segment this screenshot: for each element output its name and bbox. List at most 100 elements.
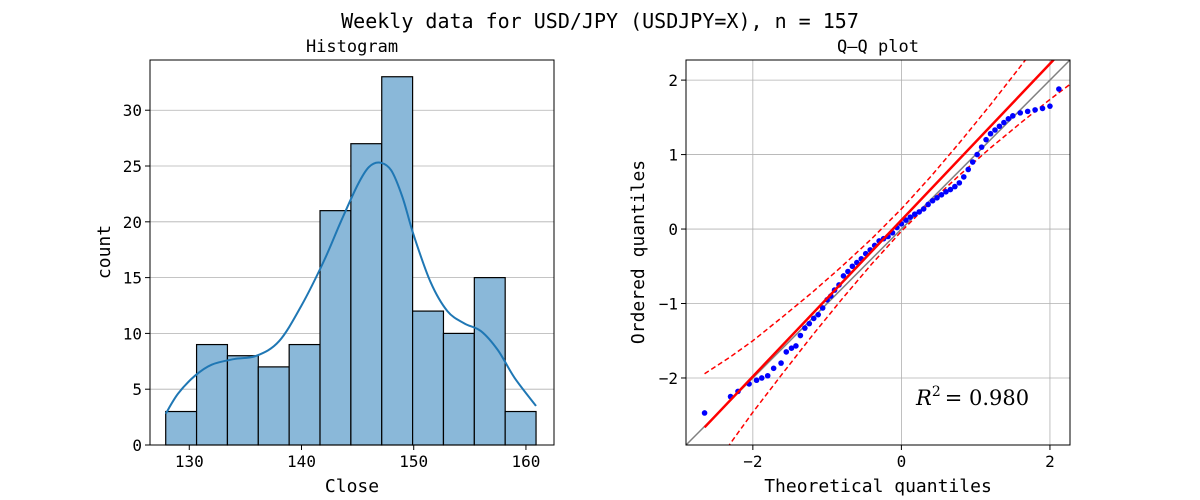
x-tick-label: 130	[175, 452, 204, 471]
qq-point	[788, 345, 795, 351]
qq-point	[806, 320, 813, 327]
histogram-bar	[412, 310, 445, 446]
qq-point	[943, 189, 949, 195]
y-tick-label: 10	[123, 324, 142, 343]
qq-point	[911, 211, 918, 217]
y-tick-label: 15	[123, 269, 142, 288]
histogram-x-label: Close	[325, 476, 379, 497]
histogram-bar	[165, 410, 198, 446]
histogram-panel: Histogram 0 5 10 15 20 25 30 130 140 150 160 Close…	[94, 37, 555, 497]
qq-point	[849, 263, 856, 270]
qq-plot-title: Q–Q plot	[837, 37, 919, 57]
qq-point	[701, 410, 708, 416]
qq-point	[996, 123, 1003, 130]
qq-point	[965, 166, 972, 173]
histogram-bar	[257, 366, 290, 446]
qq-point	[815, 311, 822, 318]
qq-point	[907, 214, 914, 220]
qq-axes-frame	[685, 59, 1071, 446]
qq-point	[992, 127, 998, 133]
qq-point	[952, 183, 958, 190]
histogram-axes-frame	[149, 59, 555, 446]
qq-point	[947, 186, 954, 193]
histogram-bar	[442, 332, 475, 446]
histogram-title: Histogram	[306, 37, 398, 57]
qq-y-label: Ordered quantiles	[628, 160, 649, 344]
qq-x-label: Theoretical quantiles	[764, 476, 992, 497]
qq-point	[1010, 113, 1016, 119]
x-tick-label: 160	[511, 452, 540, 471]
y-tick-label: 0	[668, 220, 678, 239]
qq-point	[840, 273, 847, 279]
histogram-ticks: 0 5 10 15 20 25 30 130 140 150 160	[123, 101, 541, 471]
fit-line	[703, 60, 1056, 429]
histogram-bar	[504, 410, 537, 446]
y-tick-label: 5	[132, 380, 142, 399]
r-squared-symbol: R	[915, 386, 932, 410]
qq-point	[925, 201, 931, 208]
qq-point	[793, 343, 799, 349]
qq-point	[1032, 107, 1038, 113]
confidence-band-upper	[704, 60, 1027, 375]
qq-point	[1005, 116, 1012, 122]
qq-point	[819, 305, 826, 311]
qq-ticks: −2 0 2 −2 −1 0 1 2	[659, 71, 1055, 471]
y-tick-label: 1	[668, 146, 678, 165]
qq-point	[1039, 105, 1046, 112]
qq-point	[1056, 86, 1062, 92]
histogram-bar	[381, 76, 414, 446]
qq-point	[1001, 119, 1007, 126]
confidence-band-lower	[728, 83, 1070, 445]
x-tick-label: 2	[1045, 452, 1055, 471]
qq-point	[903, 217, 909, 223]
r-squared-value: = 0.980	[945, 386, 1029, 410]
qq-point	[987, 130, 994, 137]
qq-gridlines	[686, 60, 1070, 445]
qq-point	[810, 315, 817, 322]
kde-curve	[164, 161, 537, 415]
y-tick-label: 30	[123, 101, 142, 120]
qq-point	[764, 372, 771, 379]
histogram-y-label: count	[94, 225, 115, 279]
histogram-bar	[226, 355, 259, 446]
qq-point	[978, 144, 985, 150]
qq-point	[916, 209, 923, 215]
x-tick-label: 150	[399, 452, 428, 471]
qq-point	[934, 194, 940, 201]
r-squared-exponent: 2	[932, 384, 941, 400]
x-tick-label: 140	[287, 452, 316, 471]
y-tick-label: −1	[659, 295, 678, 314]
qq-point	[845, 268, 851, 275]
histogram-bar	[319, 210, 352, 446]
x-tick-label: −2	[743, 452, 762, 471]
qq-point	[956, 180, 963, 186]
y-tick-label: 25	[123, 157, 142, 176]
qq-points	[701, 86, 1062, 416]
qq-point	[938, 191, 945, 198]
figure-title: Weekly data for USD/JPY (USDJPY=X), n = …	[341, 9, 859, 33]
qq-point	[929, 197, 936, 204]
qq-point	[1047, 103, 1053, 109]
qq-point	[802, 325, 808, 331]
qq-point	[753, 377, 760, 384]
qq-point	[960, 174, 967, 180]
histogram-bar	[473, 277, 506, 446]
histogram-bars	[165, 76, 537, 446]
y-tick-label: 2	[668, 71, 678, 90]
qq-point	[783, 349, 790, 355]
qq-point	[969, 159, 976, 165]
y-tick-label: 0	[132, 436, 142, 455]
y-tick-label: 20	[123, 213, 142, 232]
qq-point	[1017, 110, 1024, 116]
qq-point	[797, 332, 804, 339]
qq-point	[983, 136, 989, 143]
qq-point	[920, 206, 927, 212]
qq-point	[974, 151, 980, 158]
qq-point	[778, 360, 784, 366]
histogram-bar	[195, 343, 229, 446]
x-tick-label: 0	[897, 452, 907, 471]
histogram-bar	[288, 343, 321, 446]
y-tick-label: −2	[659, 369, 678, 388]
